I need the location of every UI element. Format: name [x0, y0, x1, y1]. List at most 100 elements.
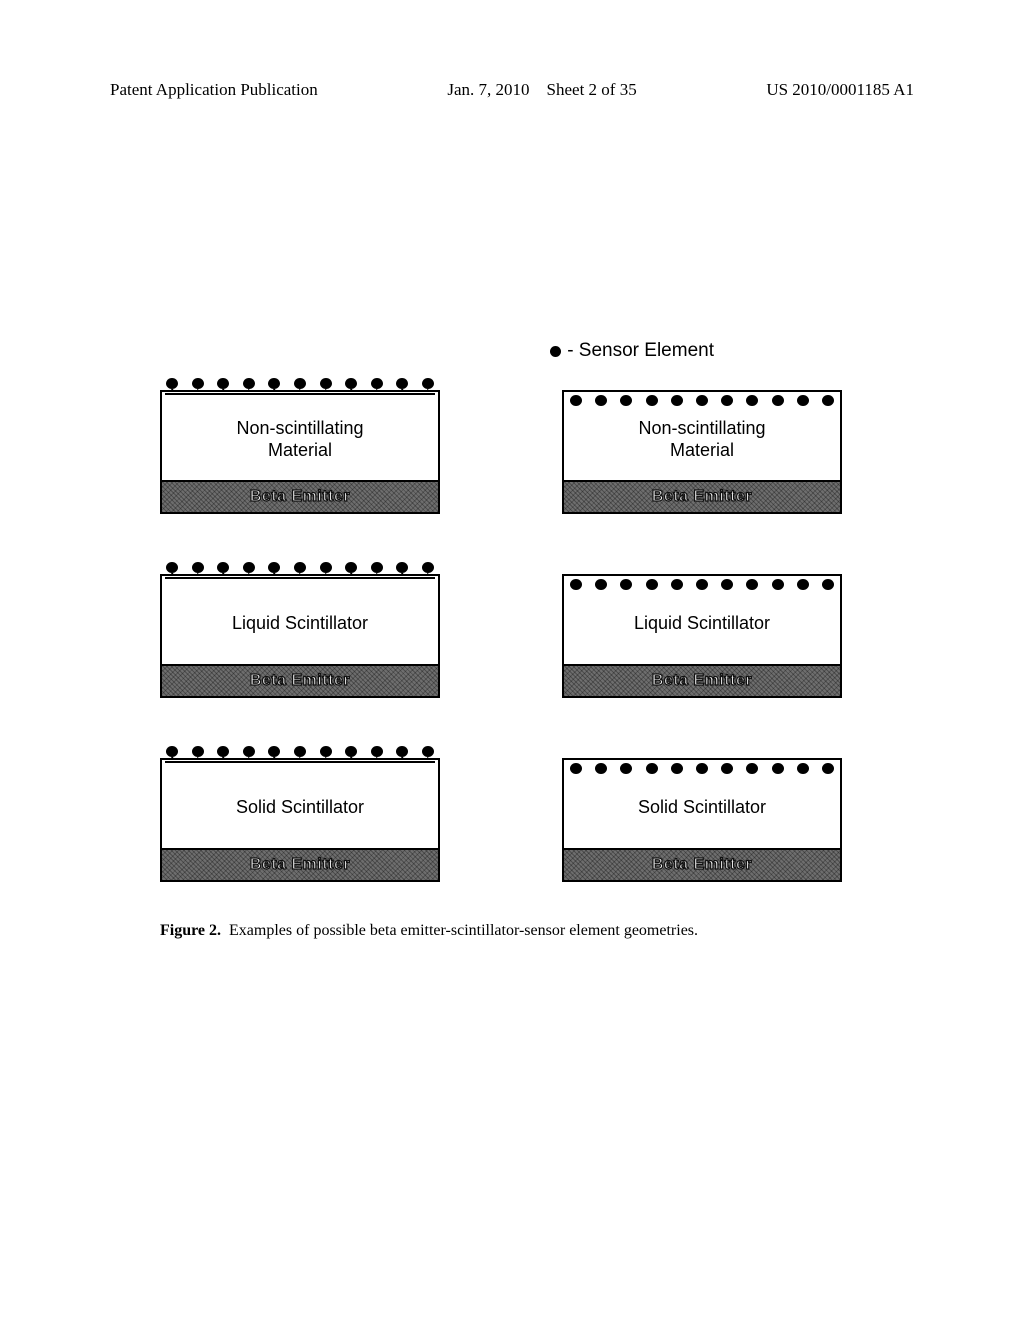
- sensor-dot-icon: [746, 395, 758, 406]
- sensor-dot-icon: [320, 378, 332, 389]
- sensor-dot-icon: [166, 378, 178, 389]
- top-underline: [165, 577, 435, 579]
- beta-emitter-label: Beta Emitter: [250, 856, 350, 874]
- sensor-dot-icon: [797, 763, 809, 774]
- panel: Non-scintillatingMaterial Beta Emitter: [160, 390, 440, 514]
- figure-area: - Sensor Element Non-scintillatingMateri…: [160, 360, 884, 882]
- sensor-dot-icon: [620, 579, 632, 590]
- sensor-dot-icon: [696, 395, 708, 406]
- panel: Solid ScintillatorBeta Emitter: [562, 758, 842, 882]
- beta-emitter-band: Beta Emitter: [564, 480, 840, 512]
- sensor-dot-icon: [671, 763, 683, 774]
- sensor-dot-icon: [166, 746, 178, 757]
- beta-emitter-label: Beta Emitter: [250, 672, 350, 690]
- sensor-dot-icon: [696, 763, 708, 774]
- sensor-dot-icon: [797, 395, 809, 406]
- sensor-dot-icon: [772, 395, 784, 406]
- sensor-dot-icon: [192, 378, 204, 389]
- panel-box: Solid Scintillator Beta Emitter: [160, 758, 440, 882]
- sensor-row: [564, 395, 840, 406]
- beta-emitter-band: Beta Emitter: [162, 848, 438, 880]
- sensor-dot-icon: [268, 746, 280, 757]
- sensor-dot-icon: [422, 378, 434, 389]
- sensor-dot-icon: [345, 746, 357, 757]
- sensor-dot-icon: [822, 579, 834, 590]
- top-underline: [165, 761, 435, 763]
- header-center: Jan. 7, 2010 Sheet 2 of 35: [447, 80, 636, 100]
- beta-emitter-label: Beta Emitter: [652, 672, 752, 690]
- sensor-dot-icon: [595, 395, 607, 406]
- sensor-dot-icon: [595, 763, 607, 774]
- sensor-dot-icon: [620, 395, 632, 406]
- sensor-dot-icon: [646, 579, 658, 590]
- sensor-row: [160, 378, 440, 389]
- sensor-dot-icon: [268, 378, 280, 389]
- sensor-dot-icon: [268, 562, 280, 573]
- sensor-dot-icon: [294, 562, 306, 573]
- material-label: Non-scintillatingMaterial: [162, 392, 438, 480]
- header-right: US 2010/0001185 A1: [766, 80, 914, 100]
- page: Patent Application Publication Jan. 7, 2…: [0, 0, 1024, 1320]
- sensor-dot-icon: [243, 378, 255, 389]
- panel: Liquid ScintillatorBeta Emitter: [160, 574, 440, 698]
- sensor-dot-icon: [772, 579, 784, 590]
- panel: Solid Scintillator Beta Emitter: [160, 758, 440, 882]
- sensor-dot-icon: [746, 579, 758, 590]
- header-left: Patent Application Publication: [110, 80, 318, 100]
- sensor-dot-icon: [217, 378, 229, 389]
- figure-caption: Figure 2. Examples of possible beta emit…: [160, 922, 884, 940]
- sensor-dot-icon: [294, 378, 306, 389]
- sensor-dot-icon: [746, 763, 758, 774]
- beta-emitter-label: Beta Emitter: [652, 856, 752, 874]
- sensor-dot-icon: [192, 562, 204, 573]
- sensor-dot-icon: [721, 579, 733, 590]
- sensor-dot-icon: [243, 562, 255, 573]
- beta-emitter-band: Beta Emitter: [162, 480, 438, 512]
- sensor-row: [564, 579, 840, 590]
- sensor-dot-icon: [646, 395, 658, 406]
- sensor-dot-icon: [721, 763, 733, 774]
- sensor-dot-icon: [671, 579, 683, 590]
- sensor-dot-icon: [620, 763, 632, 774]
- panel: Non-scintillatingMaterialBeta Emitter: [562, 390, 842, 514]
- sensor-dot-icon: [396, 562, 408, 573]
- page-header: Patent Application Publication Jan. 7, 2…: [0, 80, 1024, 100]
- sensor-dot-icon: [422, 746, 434, 757]
- sensor-dot-icon: [570, 579, 582, 590]
- panel-box: Liquid ScintillatorBeta Emitter: [160, 574, 440, 698]
- header-sheet: Sheet 2 of 35: [547, 80, 637, 99]
- sensor-dot-icon: [396, 746, 408, 757]
- sensor-dot-icon: [396, 378, 408, 389]
- sensor-dot-icon: [797, 579, 809, 590]
- material-label: Solid Scintillator: [162, 760, 438, 848]
- panel-box: Non-scintillatingMaterialBeta Emitter: [562, 390, 842, 514]
- header-date: Jan. 7, 2010: [447, 80, 529, 99]
- legend-label: - Sensor Element: [567, 340, 714, 362]
- sensor-dot-icon: [217, 746, 229, 757]
- panel-grid: Non-scintillatingMaterialBeta EmitterNon…: [160, 390, 884, 882]
- sensor-dot-icon: [371, 562, 383, 573]
- sensor-dot-icon: [243, 746, 255, 757]
- sensor-dot-icon: [822, 763, 834, 774]
- sensor-dot-icon: [371, 746, 383, 757]
- sensor-dot-icon: [166, 562, 178, 573]
- sensor-row: [564, 763, 840, 774]
- beta-emitter-label: Beta Emitter: [652, 488, 752, 506]
- panel-box: Non-scintillatingMaterial Beta Emitter: [160, 390, 440, 514]
- sensor-row: [160, 746, 440, 757]
- beta-emitter-band: Beta Emitter: [564, 664, 840, 696]
- sensor-dot-icon: [721, 395, 733, 406]
- sensor-dot-icon: [570, 395, 582, 406]
- sensor-dot-icon: [345, 562, 357, 573]
- beta-emitter-band: Beta Emitter: [564, 848, 840, 880]
- legend: - Sensor Element: [550, 340, 714, 362]
- sensor-dot-icon: [772, 763, 784, 774]
- sensor-dot-icon: [192, 746, 204, 757]
- panel-box: Liquid ScintillatorBeta Emitter: [562, 574, 842, 698]
- panel-box: Solid ScintillatorBeta Emitter: [562, 758, 842, 882]
- sensor-dot-icon: [646, 763, 658, 774]
- beta-emitter-label: Beta Emitter: [250, 488, 350, 506]
- sensor-dot-icon: [320, 746, 332, 757]
- sensor-dot-icon: [345, 378, 357, 389]
- sensor-dot-icon: [671, 395, 683, 406]
